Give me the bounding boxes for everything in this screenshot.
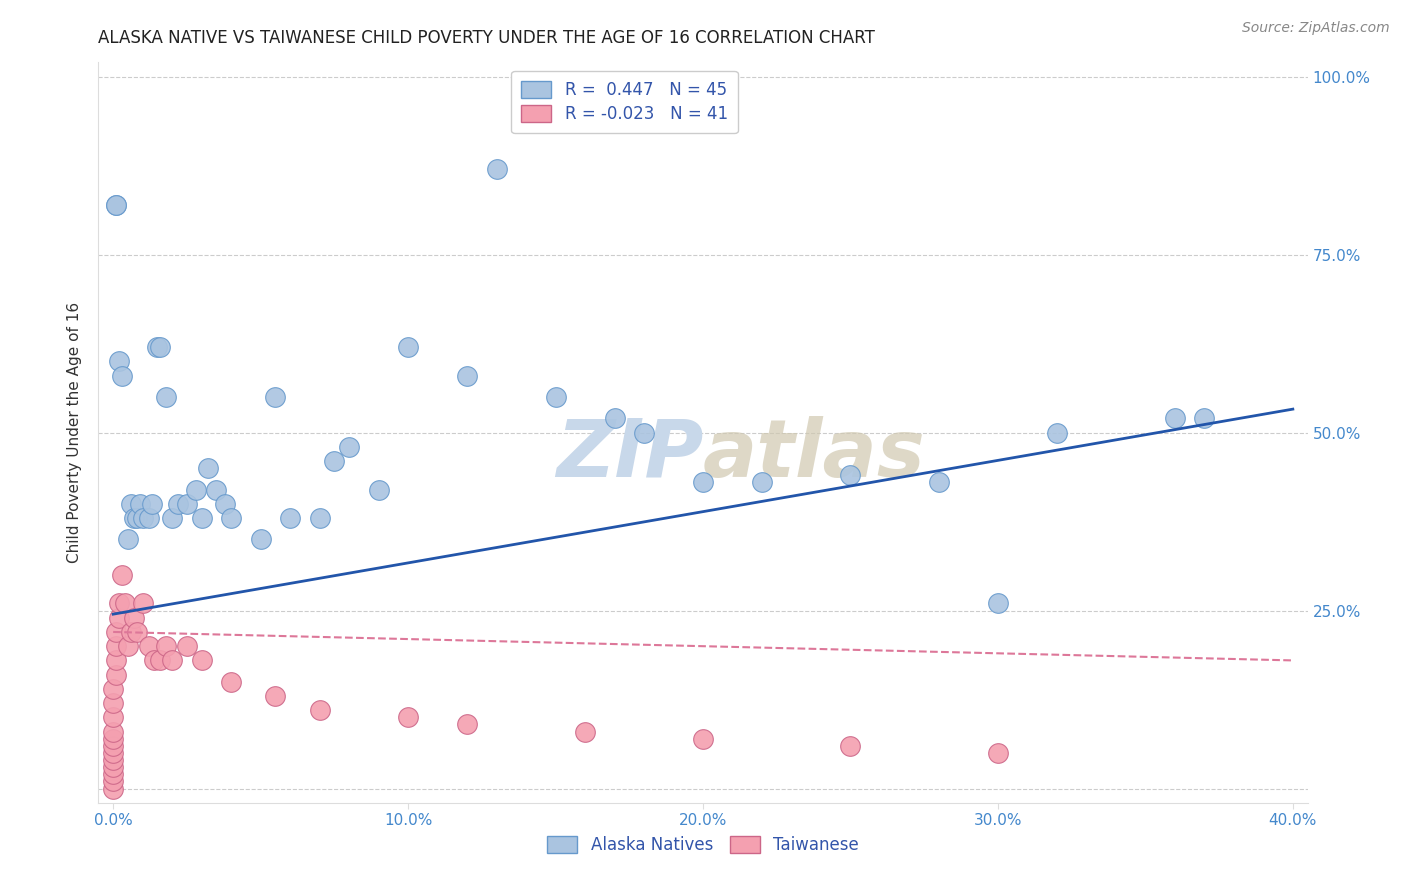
Point xyxy=(117,639,139,653)
Point xyxy=(101,724,124,739)
Point xyxy=(138,639,160,653)
Point xyxy=(190,511,212,525)
Point xyxy=(108,597,131,611)
Point xyxy=(108,354,131,368)
Point xyxy=(105,639,128,653)
Point xyxy=(122,611,145,625)
Point xyxy=(131,597,153,611)
Text: atlas: atlas xyxy=(703,416,925,494)
Point xyxy=(101,746,124,760)
Point xyxy=(176,497,198,511)
Point xyxy=(603,411,626,425)
Point xyxy=(122,511,145,525)
Point xyxy=(367,483,389,497)
Point xyxy=(456,717,478,731)
Point xyxy=(278,511,301,525)
Point xyxy=(160,511,183,525)
Point xyxy=(125,624,148,639)
Point xyxy=(574,724,596,739)
Point xyxy=(308,511,330,525)
Point xyxy=(101,781,124,796)
Point xyxy=(264,689,287,703)
Point xyxy=(146,340,169,354)
Point xyxy=(131,511,153,525)
Point xyxy=(105,198,128,212)
Text: ZIP: ZIP xyxy=(555,416,703,494)
Point xyxy=(219,674,242,689)
Point xyxy=(143,653,166,667)
Point xyxy=(160,653,183,667)
Point xyxy=(308,703,330,717)
Text: ALASKA NATIVE VS TAIWANESE CHILD POVERTY UNDER THE AGE OF 16 CORRELATION CHART: ALASKA NATIVE VS TAIWANESE CHILD POVERTY… xyxy=(98,29,876,47)
Point xyxy=(633,425,655,440)
Point xyxy=(101,739,124,753)
Point xyxy=(149,340,172,354)
Point xyxy=(396,340,419,354)
Point xyxy=(544,390,567,404)
Point xyxy=(323,454,346,468)
Point xyxy=(751,475,773,490)
Point xyxy=(101,681,124,696)
Point xyxy=(184,483,207,497)
Point xyxy=(111,368,134,383)
Text: Source: ZipAtlas.com: Source: ZipAtlas.com xyxy=(1241,21,1389,36)
Point xyxy=(396,710,419,724)
Point xyxy=(249,533,271,547)
Point xyxy=(214,497,236,511)
Point xyxy=(167,497,190,511)
Point xyxy=(456,368,478,383)
Point xyxy=(141,497,163,511)
Point xyxy=(125,511,148,525)
Point xyxy=(101,753,124,767)
Point xyxy=(176,639,198,653)
Point xyxy=(105,667,128,681)
Point xyxy=(101,731,124,746)
Point xyxy=(205,483,228,497)
Point xyxy=(928,475,950,490)
Point xyxy=(108,611,131,625)
Point xyxy=(190,653,212,667)
Point xyxy=(120,497,142,511)
Point xyxy=(128,497,150,511)
Point xyxy=(219,511,242,525)
Point xyxy=(101,774,124,789)
Point xyxy=(1046,425,1069,440)
Legend: Alaska Natives, Taiwanese: Alaska Natives, Taiwanese xyxy=(540,830,866,861)
Point xyxy=(264,390,287,404)
Y-axis label: Child Poverty Under the Age of 16: Child Poverty Under the Age of 16 xyxy=(67,302,83,563)
Point xyxy=(337,440,360,454)
Point xyxy=(101,696,124,710)
Point xyxy=(138,511,160,525)
Point xyxy=(1164,411,1187,425)
Point xyxy=(120,624,142,639)
Point xyxy=(101,710,124,724)
Point xyxy=(1194,411,1216,425)
Point xyxy=(111,568,134,582)
Point xyxy=(692,731,714,746)
Point xyxy=(692,475,714,490)
Point xyxy=(155,639,177,653)
Point xyxy=(114,597,136,611)
Point xyxy=(101,760,124,774)
Point xyxy=(485,162,508,177)
Point xyxy=(839,468,862,483)
Point xyxy=(117,533,139,547)
Point xyxy=(987,597,1010,611)
Point xyxy=(105,198,128,212)
Point xyxy=(101,767,124,781)
Point xyxy=(155,390,177,404)
Point xyxy=(987,746,1010,760)
Point xyxy=(149,653,172,667)
Point xyxy=(105,653,128,667)
Point xyxy=(197,461,219,475)
Point xyxy=(839,739,862,753)
Point xyxy=(105,624,128,639)
